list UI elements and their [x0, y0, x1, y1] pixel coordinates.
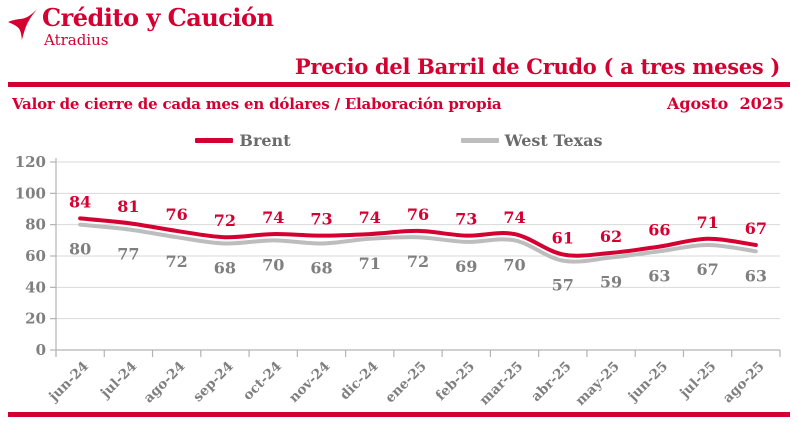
x-tick-label: jul-24: [97, 359, 140, 402]
data-label-brent: 66: [648, 221, 670, 240]
west-texas-line-marker: [460, 137, 499, 143]
y-tick-label: 20: [25, 310, 46, 328]
brent-line-marker: [195, 137, 234, 143]
y-tick-label: 0: [36, 341, 46, 359]
data-label-brent: 62: [600, 227, 622, 246]
data-label-west-texas: 68: [214, 258, 236, 277]
data-label-west-texas: 63: [648, 266, 670, 285]
data-label-west-texas: 80: [69, 240, 91, 259]
x-tick-label: may-25: [573, 359, 623, 409]
brand-logo: Crédito y Caución Atradius: [0, 0, 798, 54]
legend-item-brent: Brent: [195, 130, 291, 150]
data-label-west-texas: 57: [552, 276, 574, 295]
series-line-brent: [78, 216, 758, 258]
brand-name: Crédito y Caución: [42, 3, 274, 32]
footer-divider: [8, 412, 790, 417]
line-chart: 0 20 40 60 80 100 120 84 81 76 72 74 73 74 76 73 74 61 62 6…: [15, 153, 781, 409]
data-label-brent: 67: [745, 219, 767, 238]
atradius-bird-icon: [8, 9, 38, 40]
data-label-west-texas: 71: [359, 254, 381, 273]
data-label-west-texas: 72: [407, 252, 429, 271]
data-label-brent: 73: [310, 210, 332, 229]
x-tick-label: jun-24: [45, 359, 92, 406]
x-tick-label: abr-25: [528, 359, 574, 405]
data-label-brent: 74: [262, 208, 284, 227]
data-label-west-texas: 68: [310, 258, 332, 277]
series-line-west-texas: [78, 222, 758, 264]
y-tick-label: 40: [25, 278, 46, 296]
legend-label-brent: Brent: [239, 130, 291, 150]
header-divider: [8, 82, 790, 87]
data-label-west-texas: 59: [600, 273, 622, 292]
x-tick-label: ago-24: [141, 359, 189, 407]
y-tick-label: 100: [15, 184, 46, 202]
data-label-brent: 74: [503, 208, 525, 227]
x-tick-label: jun-25: [625, 359, 672, 406]
data-label-brent: 71: [696, 213, 718, 232]
data-label-west-texas: 70: [503, 255, 525, 274]
x-tick-label: mar-25: [476, 359, 526, 409]
data-label-brent: 84: [69, 192, 91, 211]
x-tick-label: feb-25: [433, 359, 478, 404]
data-label-brent: 72: [214, 211, 236, 230]
x-tick-label: ene-25: [382, 359, 430, 407]
x-tick-label: oct-24: [240, 359, 285, 404]
legend-item-west-texas: West Texas: [460, 130, 603, 150]
data-label-west-texas: 70: [262, 255, 284, 274]
data-label-west-texas: 67: [696, 260, 718, 279]
data-label-west-texas: 63: [745, 266, 767, 285]
data-label-brent: 81: [117, 197, 139, 216]
x-tick-label: dic-24: [337, 359, 382, 404]
y-tick-label: 120: [15, 153, 46, 171]
legend-label-west-texas: West Texas: [504, 130, 603, 150]
chart-subtitle: Valor de cierre de cada mes en dólares /…: [12, 95, 502, 113]
data-label-west-texas: 72: [166, 252, 188, 271]
x-tick-label: nov-24: [286, 359, 333, 406]
x-tick-label: ago-25: [720, 359, 768, 407]
brand-subname: Atradius: [44, 31, 109, 49]
data-label-brent: 73: [455, 210, 477, 229]
data-label-brent: 76: [166, 205, 188, 224]
y-tick-label: 80: [25, 216, 46, 234]
data-label-brent: 74: [359, 208, 381, 227]
x-tick-label: sep-24: [190, 359, 237, 406]
page-title: Precio del Barril de Crudo ( a tres mese…: [294, 54, 780, 79]
chart-legend: Brent West Texas: [0, 129, 798, 151]
data-label-west-texas: 69: [455, 257, 477, 276]
period-label: Agosto 2025: [666, 94, 784, 113]
data-label-west-texas: 77: [117, 244, 139, 263]
y-tick-label: 60: [25, 247, 46, 265]
data-label-brent: 76: [407, 205, 429, 224]
data-label-brent: 61: [552, 228, 574, 247]
x-tick-label: jul-25: [676, 359, 719, 402]
